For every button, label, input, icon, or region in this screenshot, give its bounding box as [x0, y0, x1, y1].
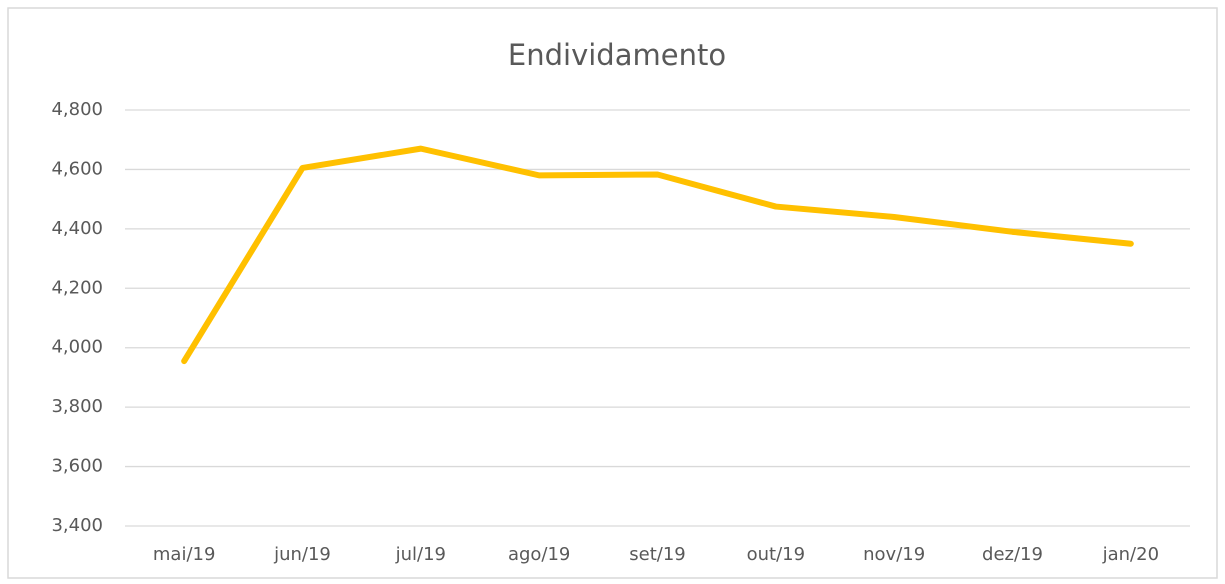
data-line [181, 145, 1134, 365]
y-tick-label: 3,600 [51, 456, 103, 477]
x-tick-label: jan/20 [1102, 544, 1159, 565]
x-tick-label: jun/19 [273, 544, 331, 565]
y-tick-label: 4,200 [51, 277, 103, 298]
y-tick-label: 3,400 [51, 515, 103, 536]
chart-frame [7, 7, 1218, 579]
y-tick-label: 3,800 [51, 396, 103, 417]
y-tick-label: 4,600 [51, 158, 103, 179]
chart-title: Endividamento [508, 38, 726, 72]
x-tick-label: jul/19 [395, 544, 446, 565]
x-tick-label: nov/19 [863, 544, 925, 565]
x-tick-label: ago/19 [508, 544, 570, 565]
x-tick-label: out/19 [747, 544, 805, 565]
y-tick-label: 4,800 [51, 99, 103, 120]
x-tick-label: dez/19 [982, 544, 1043, 565]
y-tick-label: 4,000 [51, 337, 103, 358]
x-tick-label: mai/19 [153, 544, 216, 565]
x-tick-label: set/19 [629, 544, 685, 565]
y-tick-label: 4,400 [51, 218, 103, 239]
